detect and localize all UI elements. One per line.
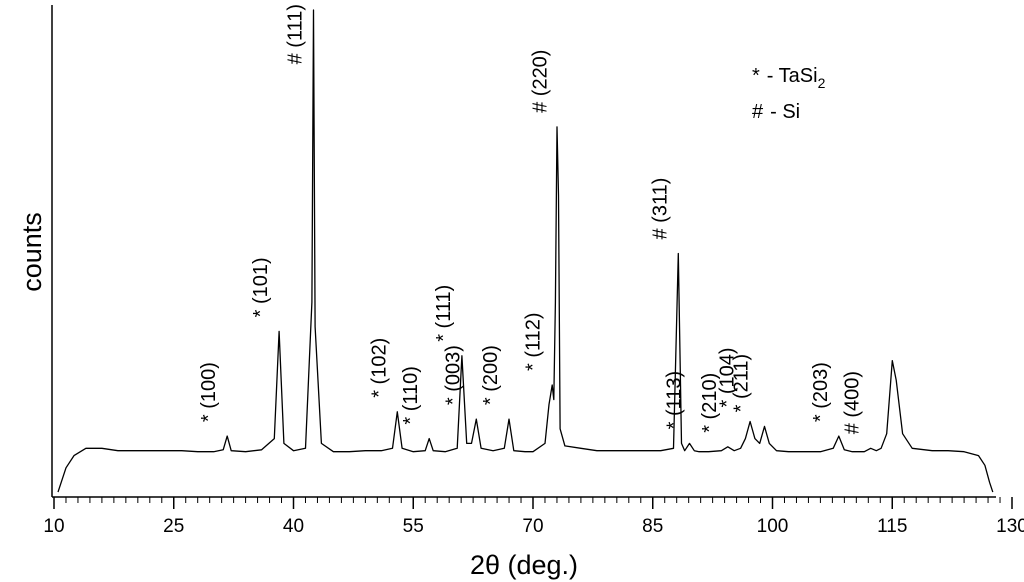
peak-label: * (101) — [250, 257, 272, 317]
peak-label: * (112) — [522, 312, 544, 371]
x-tick-label: 40 — [283, 516, 304, 537]
x-tick-label: 55 — [403, 516, 424, 537]
y-axis-label: counts — [17, 212, 47, 292]
peak-label: # (311) — [649, 178, 671, 240]
legend-entry-tasi2: * - TaSi2 — [752, 65, 826, 91]
x-ticks — [53, 497, 1013, 509]
x-tick-label: 100 — [757, 516, 789, 537]
legend-entry-si: # - Si — [752, 101, 800, 123]
x-tick-label: 85 — [642, 516, 663, 537]
x-tick-label: 25 — [163, 516, 184, 537]
legend-text-tasi: - TaSi — [767, 65, 818, 87]
x-tick-label: 10 — [43, 516, 64, 537]
peak-label: # (400) — [842, 371, 864, 434]
legend-text-si: - Si — [770, 101, 800, 123]
legend-symbol-star: * — [752, 65, 760, 87]
peak-label: # (220) — [530, 50, 552, 113]
legend-subscript: 2 — [818, 75, 826, 91]
peak-label: * (111) — [433, 285, 455, 342]
x-tick-label: 70 — [522, 516, 543, 537]
x-tick-label: 115 — [877, 516, 907, 537]
peak-label: * (110) — [400, 366, 422, 425]
x-tick-labels: 10 25 40 55 70 85 100 115 130 — [43, 516, 1024, 537]
peak-label: * (113) — [664, 371, 686, 430]
legend: * - TaSi2 # - Si — [752, 65, 826, 123]
x-axis-label: 2θ (deg.) — [470, 550, 578, 580]
peak-label: * (003) — [443, 345, 465, 405]
peak-label: * (100) — [198, 362, 220, 422]
peak-label: * (211) — [731, 354, 753, 413]
peak-label: # (111) — [285, 4, 307, 64]
peak-label: * (104) — [716, 347, 738, 407]
peak-labels: * (100) * (101) # (111) * (102) * (110) * (11… — [198, 4, 864, 434]
x-tick-label: 130 — [996, 516, 1024, 537]
legend-symbol-hash: # — [752, 101, 764, 123]
peak-label: * (102) — [368, 338, 390, 398]
diffraction-series-line — [57, 9, 994, 493]
peak-label: * (200) — [480, 345, 502, 405]
peak-label: * (203) — [810, 362, 832, 422]
peak-label: * (210) — [699, 373, 721, 433]
